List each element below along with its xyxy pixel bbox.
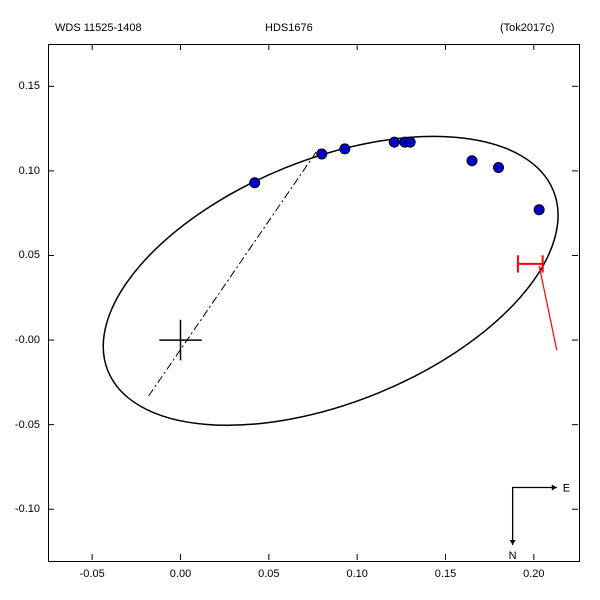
x-tick-label: -0.05 [80,568,105,580]
x-tick-label: 0.05 [258,568,279,580]
y-tick-label: -0.00 [15,334,40,346]
y-tick-label: 0.05 [19,249,40,261]
svg-text:N: N [509,550,517,562]
svg-text:E: E [563,483,570,495]
header-center: HDS1676 [265,22,313,34]
x-tick-label: 0.15 [435,568,456,580]
y-tick-label: -0.05 [15,419,40,431]
y-tick-label: 0.10 [19,165,40,177]
x-tick-label: 0.20 [523,568,544,580]
header-right: (Tok2017c) [500,22,554,34]
y-tick-label: 0.15 [19,80,40,92]
orbit-ellipse [62,78,599,484]
header-left: WDS 11525-1408 [55,22,142,34]
x-tick-label: 0.10 [346,568,367,580]
chart-container: EN WDS 11525-1408 HDS1676 (Tok2017c) -0.… [0,0,600,600]
orbit-plot-svg: EN [0,0,600,600]
y-tick-label: -0.10 [15,503,40,515]
x-tick-label: 0.00 [170,568,191,580]
